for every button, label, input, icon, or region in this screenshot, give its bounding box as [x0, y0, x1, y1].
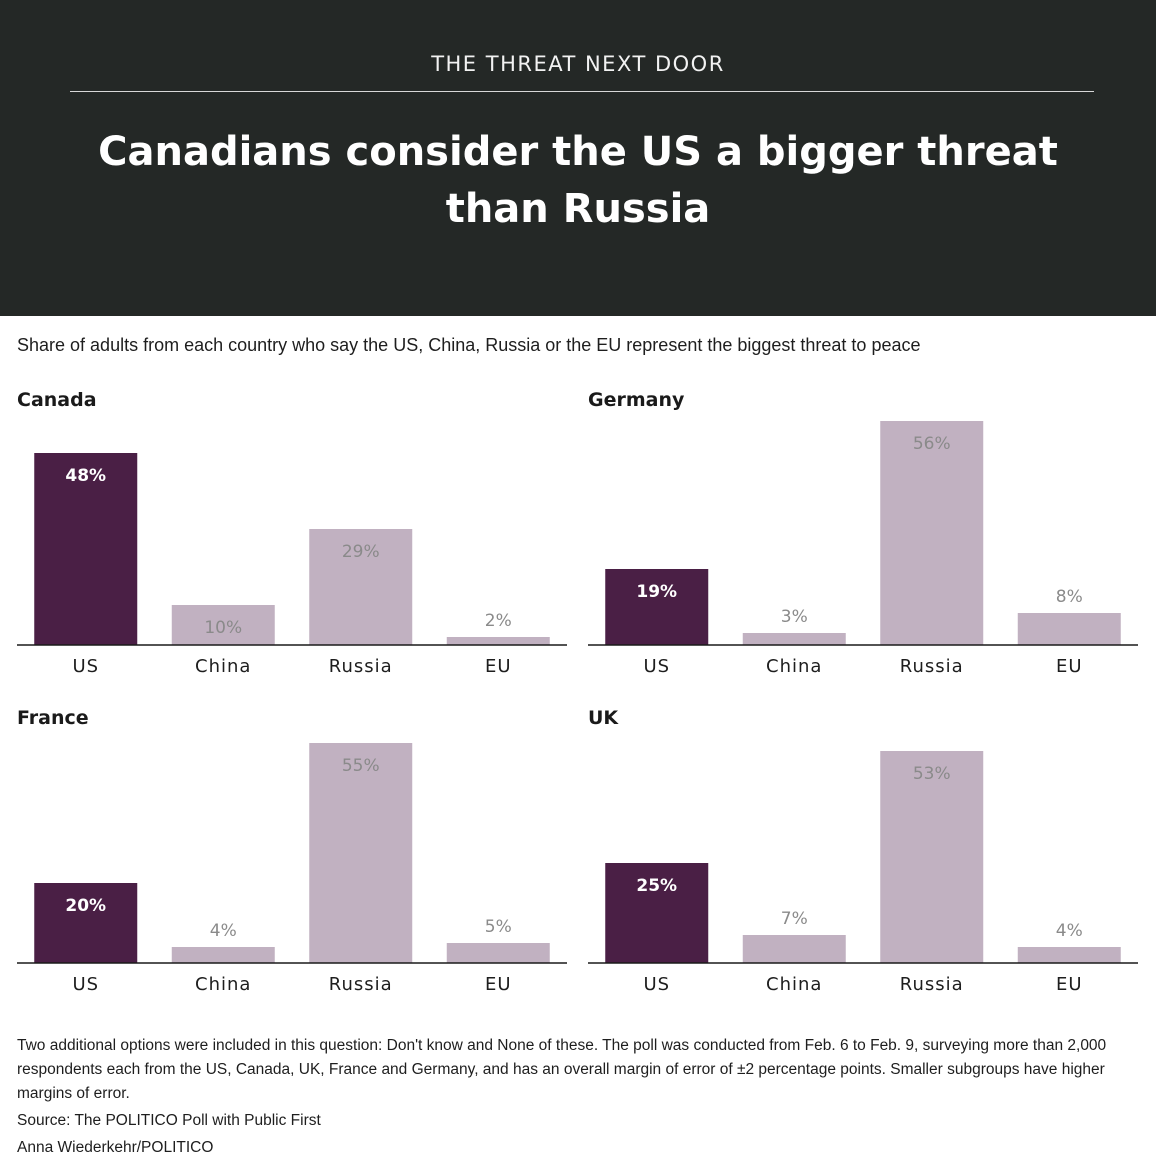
- bar-germany-eu: [1018, 613, 1121, 645]
- tick-label-uk-china: China: [766, 974, 822, 995]
- value-label-canada-china: 10%: [204, 618, 242, 638]
- methodology-note: Two additional options were included in …: [17, 1034, 1127, 1106]
- bar-france-russia: [309, 743, 412, 963]
- panel-title-germany: Germany: [588, 389, 685, 411]
- tick-label-canada-russia: Russia: [329, 656, 393, 677]
- value-label-germany-eu: 8%: [1056, 587, 1083, 607]
- value-label-uk-russia: 53%: [913, 764, 951, 784]
- tick-label-germany-us: US: [643, 656, 670, 677]
- tick-label-france-russia: Russia: [329, 974, 393, 995]
- value-label-france-russia: 55%: [342, 756, 380, 776]
- bar-uk-china: [743, 935, 846, 963]
- chart-notes: Two additional options were included in …: [17, 1034, 1127, 1160]
- bar-germany-russia: [880, 421, 983, 645]
- value-label-canada-eu: 2%: [485, 611, 512, 631]
- tick-label-uk-russia: Russia: [900, 974, 964, 995]
- credit-note: Anna Wiederkehr/POLITICO: [17, 1136, 1127, 1160]
- value-label-germany-us: 19%: [636, 582, 677, 602]
- panel-title-france: France: [17, 707, 89, 729]
- bar-germany-us: [605, 569, 708, 645]
- bar-canada-eu: [447, 637, 550, 645]
- tick-label-france-eu: EU: [485, 974, 512, 995]
- tick-label-germany-russia: Russia: [900, 656, 964, 677]
- bar-uk-eu: [1018, 947, 1121, 963]
- tick-label-canada-eu: EU: [485, 656, 512, 677]
- value-label-canada-russia: 29%: [342, 542, 380, 562]
- panel-title-canada: Canada: [17, 389, 97, 411]
- tick-label-canada-us: US: [72, 656, 99, 677]
- tick-label-france-us: US: [72, 974, 99, 995]
- value-label-france-china: 4%: [210, 921, 237, 941]
- tick-label-canada-china: China: [195, 656, 251, 677]
- value-label-germany-china: 3%: [781, 607, 808, 627]
- value-label-canada-us: 48%: [65, 466, 106, 486]
- tick-label-france-china: China: [195, 974, 251, 995]
- value-label-germany-russia: 56%: [913, 434, 951, 454]
- value-label-uk-us: 25%: [636, 876, 677, 896]
- tick-label-uk-eu: EU: [1056, 974, 1083, 995]
- panel-title-uk: UK: [588, 707, 619, 729]
- bar-france-china: [172, 947, 275, 963]
- source-note: Source: The POLITICO Poll with Public Fi…: [17, 1109, 1127, 1133]
- value-label-uk-china: 7%: [781, 909, 808, 929]
- value-label-france-eu: 5%: [485, 917, 512, 937]
- value-label-france-us: 20%: [65, 896, 106, 916]
- small-multiples-chart: Canada 48% US 10% China 29% Russia 2% EU Germany 1…: [0, 0, 1156, 1172]
- tick-label-uk-us: US: [643, 974, 670, 995]
- bar-france-us: [34, 883, 137, 963]
- bar-france-eu: [447, 943, 550, 963]
- tick-label-germany-china: China: [766, 656, 822, 677]
- bar-germany-china: [743, 633, 846, 645]
- tick-label-germany-eu: EU: [1056, 656, 1083, 677]
- value-label-uk-eu: 4%: [1056, 921, 1083, 941]
